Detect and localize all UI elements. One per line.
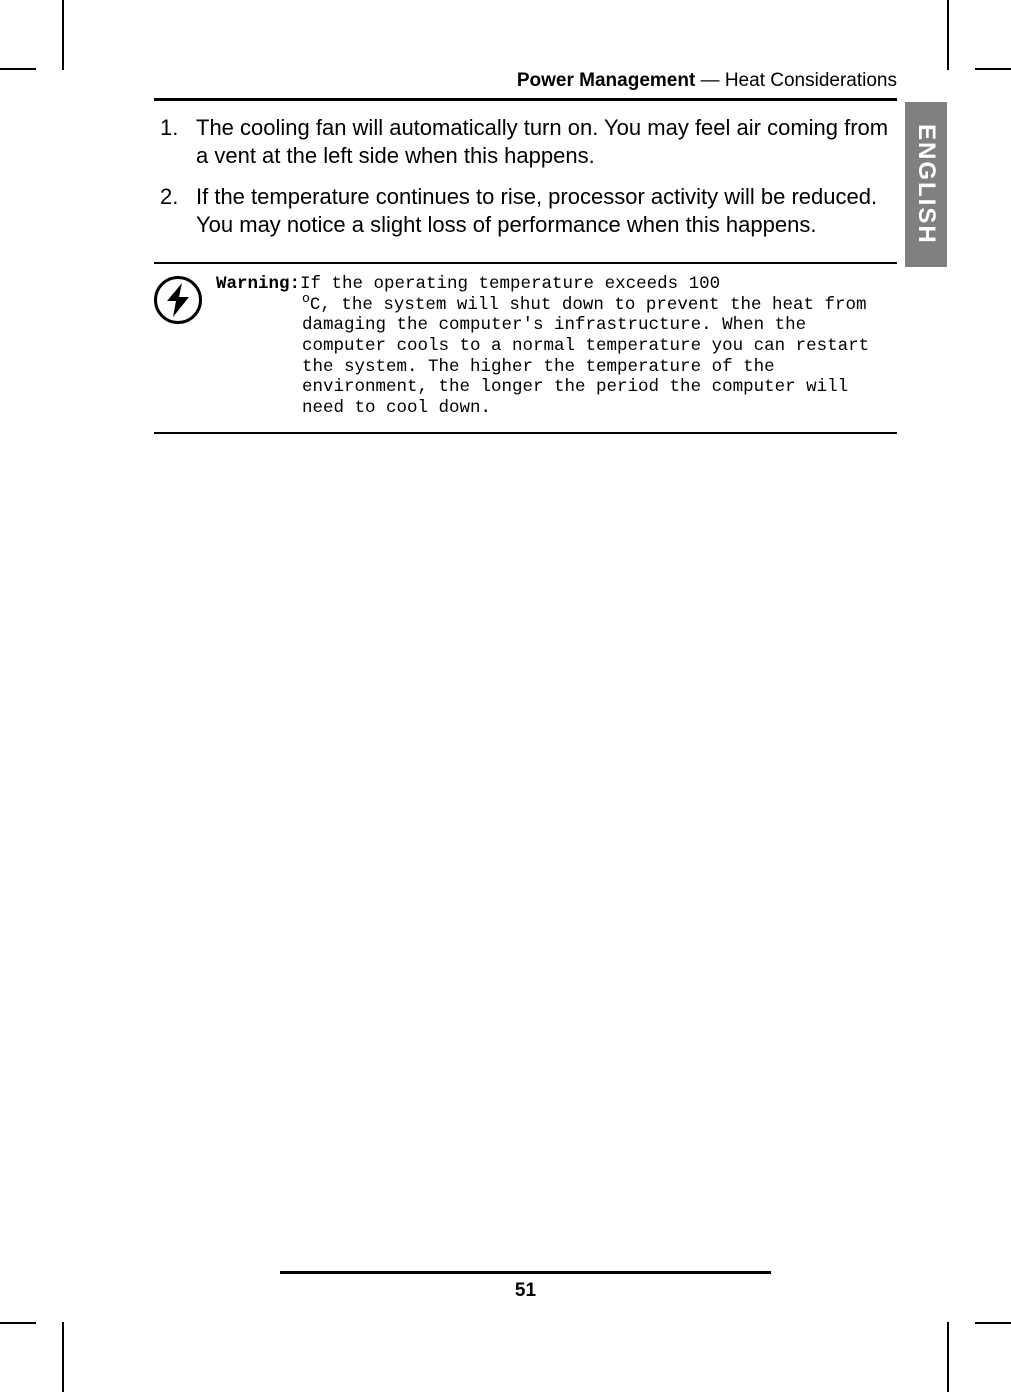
warning-box: Warning:If the operating temperature exc… <box>154 262 897 434</box>
header-rule <box>154 98 897 101</box>
language-tab-label: ENGLISH <box>912 124 940 245</box>
header-title-bold: Power Management <box>517 70 695 91</box>
warning-line1: If the operating temperature exceeds 100 <box>300 274 720 294</box>
list-item: 2. If the temperature continues to rise,… <box>154 183 897 238</box>
warning-line2: C, the system will shut down to prevent … <box>302 295 869 418</box>
lightning-icon <box>154 276 202 324</box>
list-text: If the temperature continues to rise, pr… <box>196 183 897 238</box>
header-title: Power Management — Heat Considerations <box>154 70 897 98</box>
header-title-rest: — Heat Considerations <box>695 70 897 91</box>
page-header: Power Management — Heat Considerations <box>154 70 897 101</box>
list-number: 1. <box>154 114 196 169</box>
warning-body: oC, the system will shut down to prevent… <box>216 295 897 419</box>
page-footer: 51 <box>154 1271 897 1302</box>
warning-label: Warning: <box>216 274 300 294</box>
degree-symbol: o <box>302 291 310 306</box>
warning-text: Warning:If the operating temperature exc… <box>216 274 897 418</box>
footer-rule <box>280 1271 770 1274</box>
page-number: 51 <box>154 1280 897 1302</box>
list-item: 1. The cooling fan will automatically tu… <box>154 114 897 169</box>
list-text: The cooling fan will automatically turn … <box>196 114 897 169</box>
page-body: ENGLISH Power Management — Heat Consider… <box>64 70 947 1322</box>
content-area: 1. The cooling fan will automatically tu… <box>154 114 897 434</box>
warning-icon-wrap <box>154 274 216 418</box>
language-tab: ENGLISH <box>905 102 947 267</box>
list-number: 2. <box>154 183 196 238</box>
